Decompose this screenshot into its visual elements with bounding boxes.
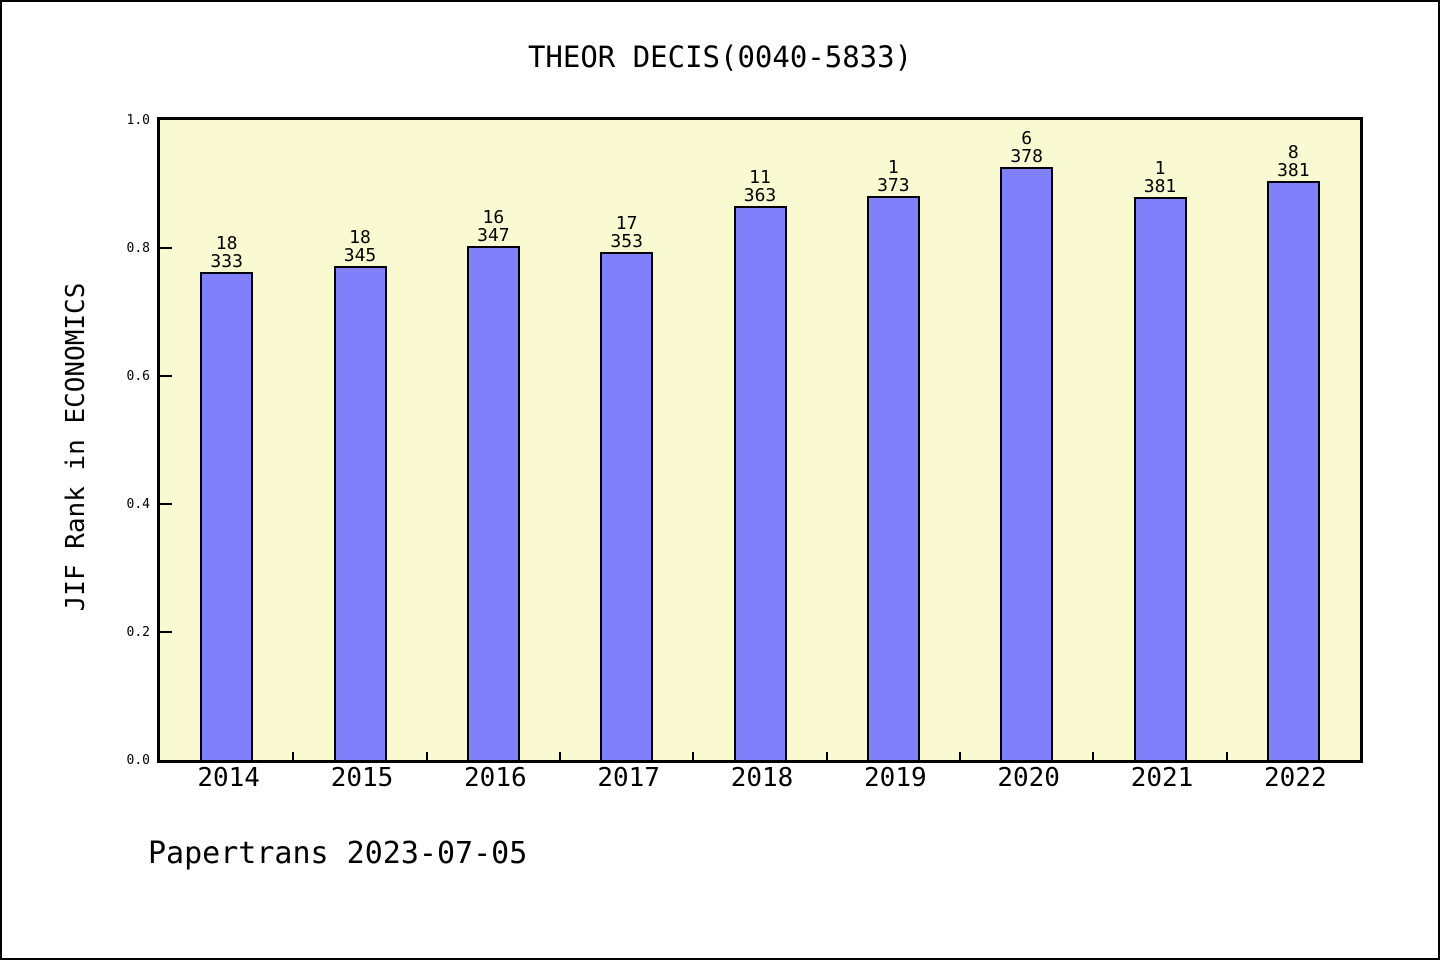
x-tick-label-2020: 2020 (997, 763, 1060, 793)
bar-annotation-2021: 1 381 (1143, 158, 1177, 197)
bar-annotation-2018: 11 363 (743, 167, 777, 206)
x-tick-label-2022: 2022 (1264, 763, 1327, 793)
bar-annotation-2019: 1 373 (877, 157, 910, 196)
bar-2019 (866, 196, 920, 760)
bar-annotation-2014: 18 333 (210, 233, 243, 272)
plot-area: 18 333 18 345 16 347 17 353 11 363 1 373 6 378… (157, 117, 1363, 763)
bar-2015 (333, 266, 387, 760)
bar-annotation-2017: 17 353 (610, 213, 643, 252)
y-tick-label-0.6: 0.6 (126, 369, 150, 384)
x-tick-mark (825, 752, 828, 760)
y-tick-label-0.8: 0.8 (126, 241, 150, 256)
x-tick-mark (1225, 752, 1228, 760)
x-tick-label-2021: 2021 (1130, 763, 1194, 793)
bar-2021 (1133, 197, 1187, 760)
y-tick-label-0.2: 0.2 (126, 625, 150, 640)
x-tick-mark (425, 752, 428, 760)
y-tick-mark (160, 631, 172, 633)
bar-annotation-2022: 8 381 (1277, 142, 1310, 181)
watermark-text: Papertrans 2023-07-05 (148, 836, 528, 871)
bar-2017 (600, 252, 654, 760)
chart-title: THEOR DECIS(0040-5833) (527, 40, 913, 74)
x-tick-mark (1092, 752, 1095, 760)
x-tick-mark (959, 752, 961, 760)
x-tick-mark (692, 752, 695, 760)
bar-2016 (466, 246, 520, 760)
y-tick-label-1.0: 1.0 (126, 113, 150, 128)
x-tick-label-2016: 2016 (464, 763, 527, 793)
bar-annotation-2020: 6 378 (1010, 128, 1043, 167)
y-tick-label-0.4: 0.4 (126, 497, 150, 512)
y-tick-mark (160, 375, 172, 377)
bar-2020 (1000, 167, 1054, 760)
x-tick-label-2018: 2018 (730, 763, 794, 793)
y-tick-mark (160, 247, 172, 249)
bar-annotation-2015: 18 345 (343, 227, 377, 266)
x-tick-label-2014: 2014 (197, 763, 260, 793)
x-tick-label-2019: 2019 (864, 763, 927, 793)
bar-2018 (733, 206, 787, 760)
y-tick-label-0.0: 0.0 (126, 753, 150, 768)
bar-2022 (1266, 181, 1320, 760)
y-tick-mark (160, 503, 172, 505)
y-axis-title: JIF Rank in ECONOMICS (61, 282, 91, 612)
x-tick-mark (292, 752, 295, 760)
x-tick-mark (559, 752, 561, 760)
x-tick-label-2015: 2015 (330, 763, 394, 793)
x-tick-label-2017: 2017 (597, 763, 660, 793)
bar-annotation-2016: 16 347 (477, 207, 510, 246)
bar-2014 (200, 272, 254, 760)
